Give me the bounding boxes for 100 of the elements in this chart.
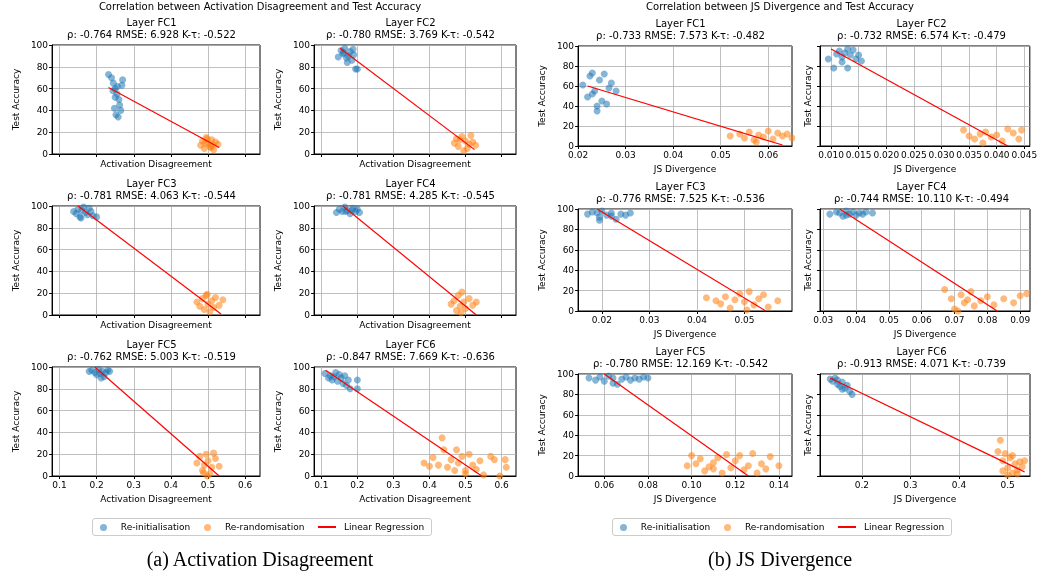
- y-tick-label: 100: [292, 40, 311, 50]
- x-tick-label: 0.025: [900, 149, 927, 160]
- point: [759, 291, 767, 299]
- y-tick-label: 0: [568, 141, 575, 151]
- chart-title: Layer FC3: [655, 180, 706, 192]
- point: [826, 210, 834, 218]
- y-tick-label: 100: [30, 362, 49, 372]
- x-tick-label: 0.07: [944, 314, 965, 325]
- point: [947, 295, 955, 303]
- y-tick-label: 40: [298, 266, 311, 277]
- x-tick-label: 0.04: [663, 149, 684, 160]
- point: [1016, 292, 1024, 300]
- chart-title: Layer FC1: [655, 17, 706, 29]
- y-tick-label: 40: [562, 101, 575, 111]
- x-tick-label: 0.06: [758, 149, 779, 160]
- x-tick-label: 0.03: [813, 314, 834, 325]
- x-axis-title: Activation Disagreement: [359, 494, 472, 504]
- y-axis-title: Test Accuracy: [272, 390, 283, 454]
- y-tick-label: 0: [42, 310, 49, 320]
- point: [453, 446, 461, 454]
- point: [107, 74, 115, 82]
- x-tick-label: 0.06: [911, 314, 933, 325]
- point: [344, 376, 352, 384]
- point: [846, 51, 854, 59]
- point: [467, 131, 475, 139]
- x-tick-label: 0.5: [1000, 479, 1015, 490]
- y-tick-label: 20: [298, 288, 311, 299]
- y-tick-label: 40: [36, 266, 49, 277]
- x-tick-label: 0.05: [734, 314, 755, 325]
- point: [745, 288, 753, 296]
- point: [454, 142, 462, 150]
- x-tick-label: 0.030: [928, 149, 955, 160]
- y-tick-label: 40: [562, 430, 575, 441]
- y-tick-label: 0: [568, 306, 575, 316]
- x-tick-label: 0.05: [878, 314, 899, 325]
- point: [501, 456, 509, 464]
- legend-label: Re-randomisation: [224, 522, 305, 532]
- point: [444, 463, 451, 471]
- y-axis-title: Test Accuracy: [536, 393, 547, 457]
- x-axis-title: JS Divergence: [892, 329, 957, 339]
- y-axis-title: Test Accuracy: [802, 228, 813, 292]
- point: [941, 286, 949, 294]
- y-tick-label: 100: [292, 201, 311, 211]
- y-tick-label: 0: [42, 471, 49, 481]
- y-tick-label: 100: [30, 201, 49, 211]
- point: [626, 209, 634, 217]
- y-axis-title: Test Accuracy: [10, 229, 21, 293]
- point: [1009, 129, 1017, 137]
- x-tick-label: 0.14: [768, 479, 790, 490]
- text: Correlation between Activation Disagreement and Test Accuracy: [97, 1, 423, 13]
- y-tick-label: 20: [36, 288, 49, 299]
- y-tick-label: 20: [298, 127, 311, 138]
- point: [857, 57, 865, 65]
- point: [200, 306, 208, 314]
- x-tick-label: 0.12: [725, 479, 746, 490]
- x-tick-label: 0.6: [237, 479, 253, 490]
- chart-subtitle: ρ: -0.781 RMSE: 4.063 K-τ: -0.544: [67, 189, 236, 201]
- y-tick-label: 60: [562, 244, 575, 255]
- y-tick-label: 80: [36, 383, 49, 394]
- x-tick-label: 0.4: [422, 479, 437, 490]
- x-tick-label: 0.09: [1010, 314, 1031, 325]
- y-tick-label: 100: [556, 204, 575, 214]
- point: [709, 459, 717, 467]
- x-axis-title: JS Divergence: [892, 494, 957, 504]
- chart-subtitle: ρ: -0.764 RMSE: 6.928 K-τ: -0.522: [67, 28, 236, 40]
- point: [600, 377, 608, 385]
- point: [502, 463, 510, 471]
- y-tick-label: 80: [298, 222, 311, 233]
- point: [119, 76, 127, 84]
- chart-title: Layer FC4: [385, 177, 436, 189]
- point: [726, 304, 734, 312]
- x-tick-label: 0.3: [903, 479, 918, 490]
- point: [1018, 126, 1026, 134]
- point: [971, 135, 979, 143]
- y-tick-label: 20: [36, 449, 49, 460]
- chart-subtitle: ρ: -0.780 RMSE: 12.169 K-τ: -0.542: [592, 357, 769, 369]
- legend-label: Re-randomisation: [744, 522, 825, 532]
- point: [465, 450, 473, 458]
- y-tick-label: 100: [30, 40, 49, 50]
- point: [869, 209, 876, 217]
- point: [356, 209, 364, 217]
- point: [429, 453, 437, 461]
- chart-subtitle: ρ: -0.781 RMSE: 4.285 K-τ: -0.545: [326, 189, 495, 201]
- point: [447, 456, 455, 464]
- point: [692, 460, 700, 468]
- y-axis-title: Test Accuracy: [10, 68, 21, 132]
- x-tick-label: 0.5: [200, 479, 216, 490]
- y-tick-label: 20: [562, 450, 575, 461]
- point: [1004, 471, 1012, 479]
- x-tick-label: 0.2: [350, 479, 365, 490]
- x-tick-label: 0.03: [639, 314, 660, 325]
- point: [762, 465, 770, 473]
- y-axis-title: Test Accuracy: [10, 390, 21, 454]
- point: [343, 58, 351, 66]
- y-tick-label: 60: [36, 244, 49, 255]
- chart-title: Layer FC4: [896, 180, 947, 192]
- point: [999, 467, 1007, 475]
- y-axis-title: Test Accuracy: [536, 228, 547, 292]
- y-axis-title: Test Accuracy: [272, 68, 283, 132]
- point: [1015, 135, 1023, 143]
